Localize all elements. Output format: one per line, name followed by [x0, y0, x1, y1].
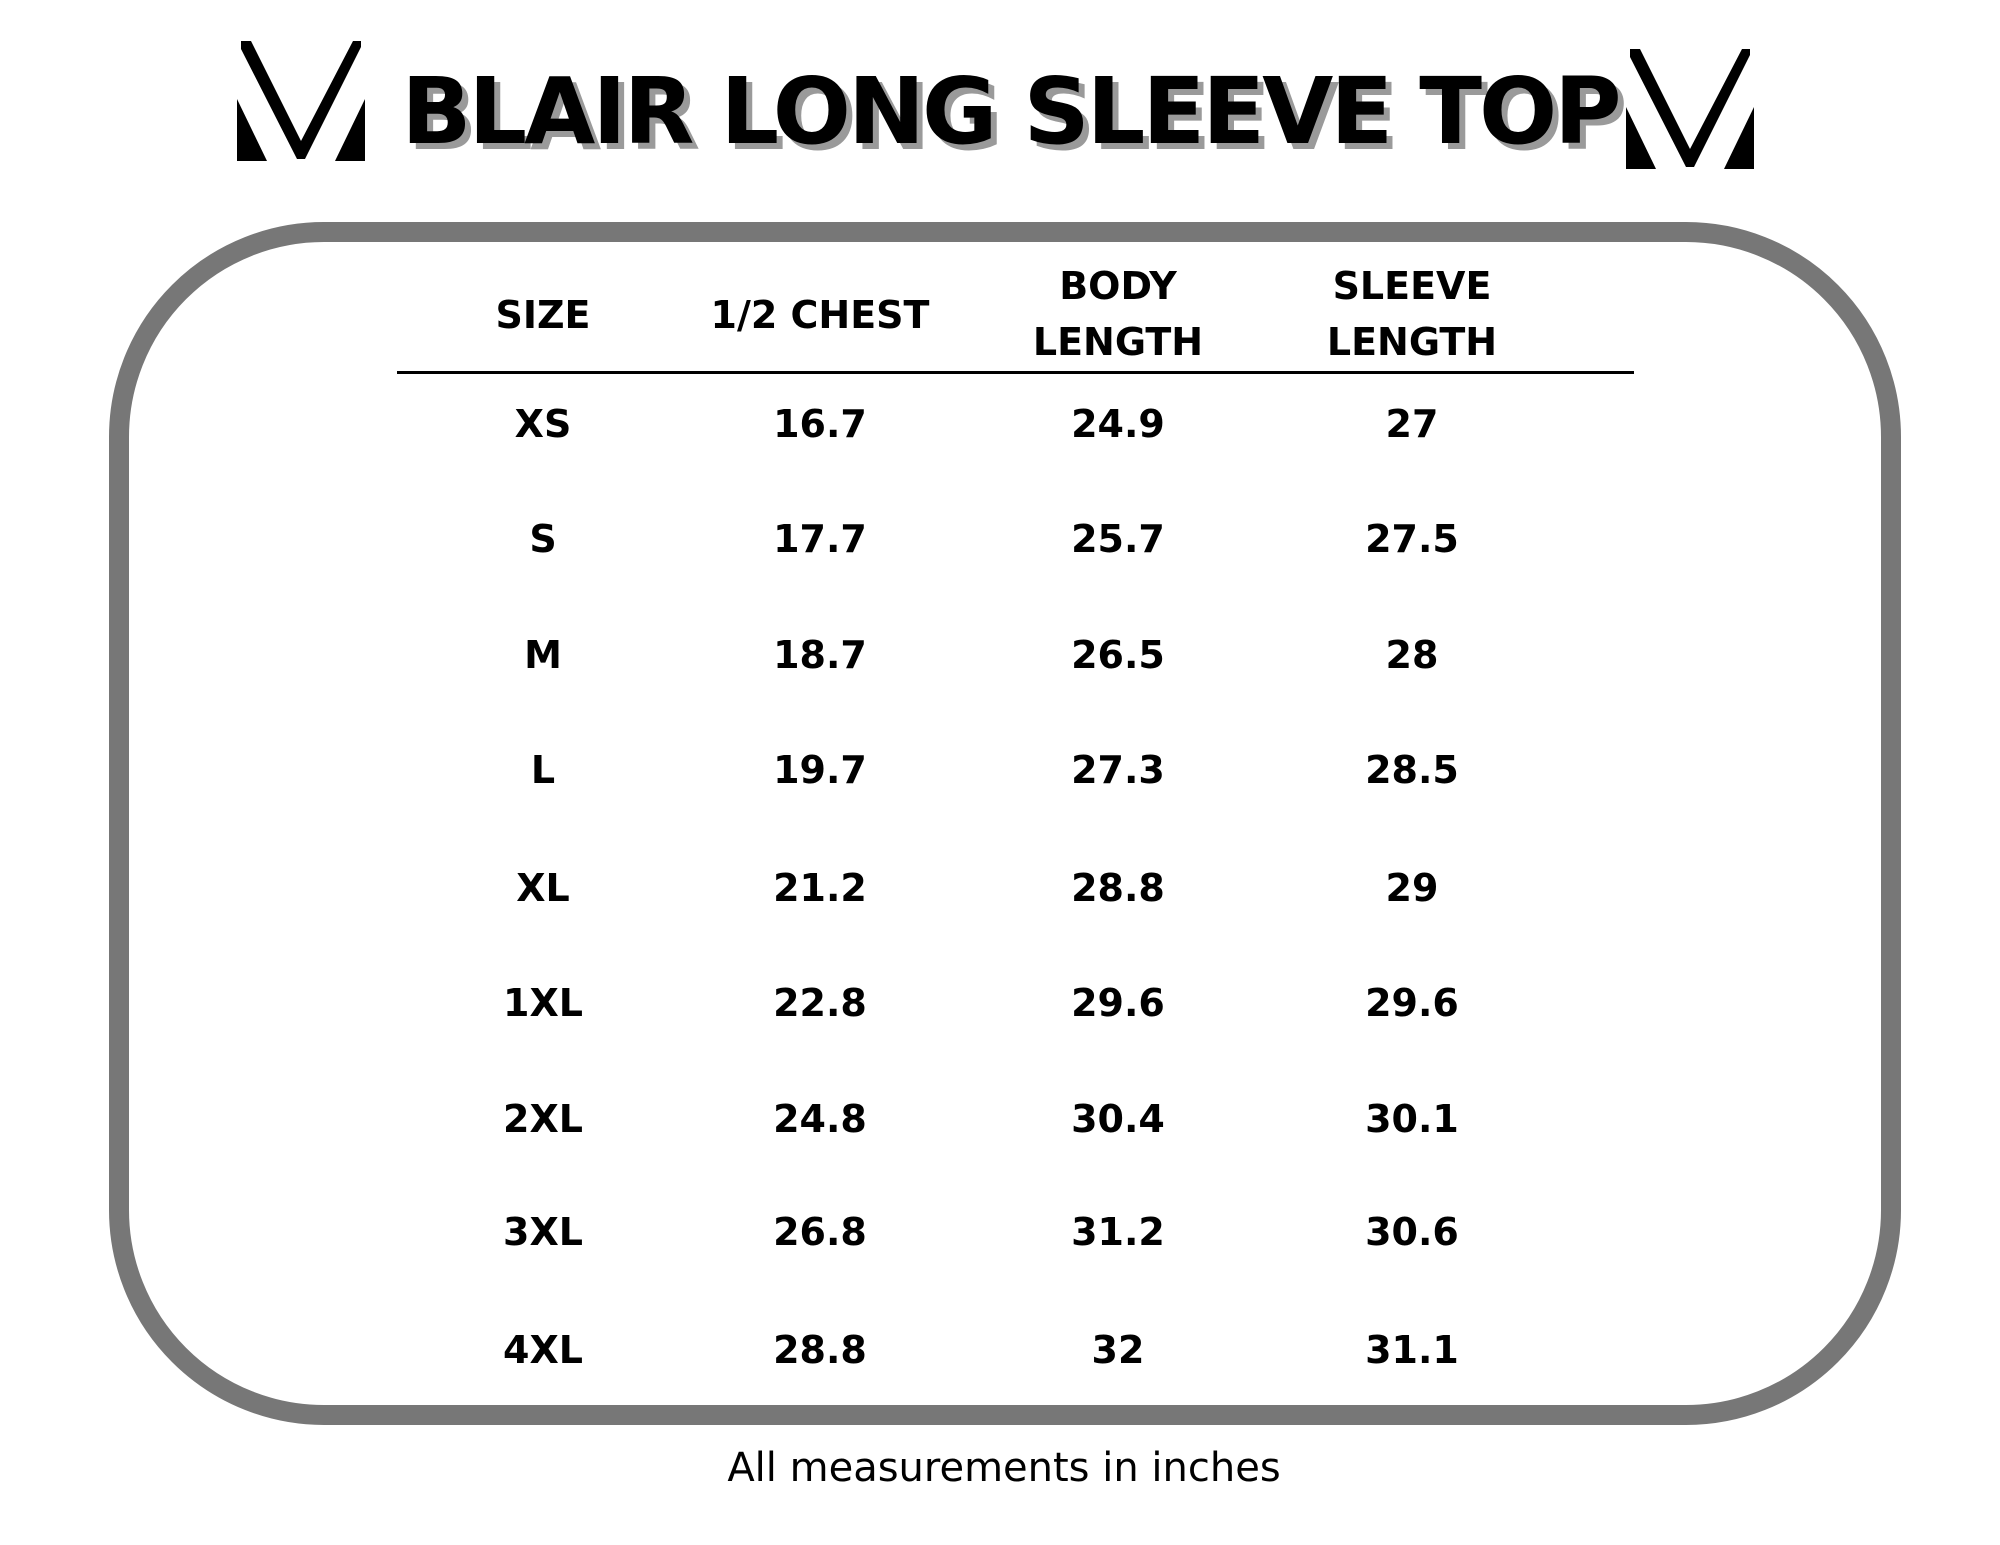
measurement-value: 28.5 [1365, 748, 1459, 792]
size-label: 1XL [503, 981, 583, 1025]
measurement-value: 30.6 [1365, 1210, 1459, 1254]
measurement-value: 31.1 [1365, 1328, 1459, 1372]
brand-logo-icon [1626, 49, 1754, 169]
measurement-value: 30.1 [1365, 1097, 1459, 1141]
column-header-line: 1/2 CHEST [710, 293, 930, 337]
size-label: 3XL [503, 1210, 583, 1254]
measurement-value: 29.6 [1365, 981, 1459, 1025]
column-header: BODY LENGTH [968, 258, 1268, 370]
measurement-value: 22.8 [773, 981, 867, 1025]
column-header: SIZE [393, 287, 693, 343]
size-chart-frame [109, 222, 1901, 1425]
column-header-line: SIZE [495, 293, 591, 337]
column-header: 1/2 CHEST [670, 287, 970, 343]
column-header: SLEEVE LENGTH [1262, 258, 1562, 370]
measurement-value: 25.7 [1071, 517, 1165, 561]
column-header-line: SLEEVE [1332, 264, 1492, 308]
measurement-value: 28.8 [773, 1328, 867, 1372]
column-header-line: LENGTH [1326, 320, 1498, 364]
measurement-value: 26.5 [1071, 633, 1165, 677]
measurement-value: 28 [1385, 633, 1439, 677]
measurement-value: 29.6 [1071, 981, 1165, 1025]
measurement-value: 21.2 [773, 866, 867, 910]
column-header-line: LENGTH [1032, 320, 1204, 364]
header-divider [397, 371, 1634, 374]
measurement-value: 24.9 [1071, 402, 1165, 446]
size-label: M [524, 633, 562, 677]
measurement-value: 17.7 [773, 517, 867, 561]
footer-note: All measurements in inches [727, 1445, 1281, 1491]
size-label: 4XL [503, 1328, 583, 1372]
measurement-value: 30.4 [1071, 1097, 1165, 1141]
measurement-value: 26.8 [773, 1210, 867, 1254]
measurement-value: 29 [1385, 866, 1439, 910]
column-header-line: BODY [1059, 264, 1177, 308]
size-label: 2XL [503, 1097, 583, 1141]
size-label: XS [514, 402, 572, 446]
measurement-value: 27 [1385, 402, 1439, 446]
measurement-value: 32 [1091, 1328, 1145, 1372]
measurement-value: 27.3 [1071, 748, 1165, 792]
measurement-value: 19.7 [773, 748, 867, 792]
size-label: XL [516, 866, 570, 910]
size-label: S [529, 517, 557, 561]
measurement-value: 24.8 [773, 1097, 867, 1141]
measurement-value: 16.7 [773, 402, 867, 446]
measurement-value: 28.8 [1071, 866, 1165, 910]
measurement-value: 31.2 [1071, 1210, 1165, 1254]
size-label: L [530, 748, 556, 792]
page-title: BLAIR LONG SLEEVE TOP [401, 58, 1621, 165]
measurement-value: 27.5 [1365, 517, 1459, 561]
brand-logo-icon [237, 41, 365, 161]
measurement-value: 18.7 [773, 633, 867, 677]
